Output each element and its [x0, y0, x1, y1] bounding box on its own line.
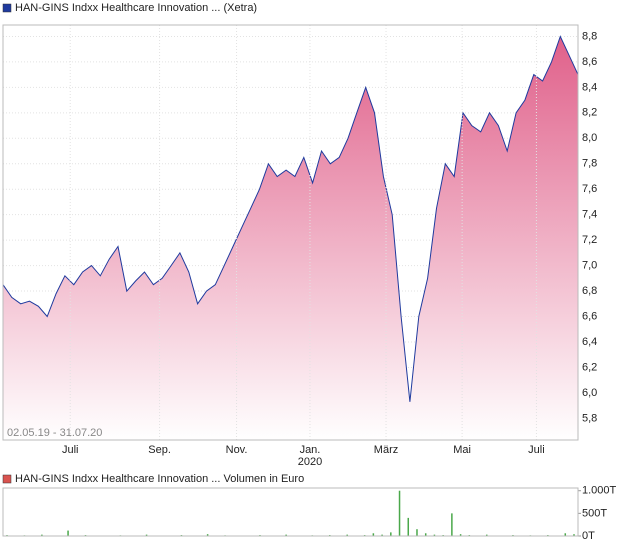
- volume-bar: [416, 529, 418, 536]
- x-tick-label: Mai: [453, 444, 471, 456]
- y-tick-label: 500T: [582, 507, 607, 519]
- area-fill: [3, 37, 578, 441]
- y-tick-label: 7,2: [582, 234, 597, 246]
- y-tick-label: 8,6: [582, 56, 597, 68]
- y-tick-label: 6,6: [582, 310, 597, 322]
- y-tick-label: 8,8: [582, 30, 597, 42]
- y-tick-label: 6,8: [582, 285, 597, 297]
- y-tick-label: 7,8: [582, 158, 597, 170]
- chart-title: HAN-GINS Indxx Healthcare Innovation ...…: [15, 2, 257, 14]
- x-tick-year: 2020: [298, 456, 322, 468]
- x-tick-label: Nov.: [226, 444, 248, 456]
- legend-swatch: [3, 475, 11, 483]
- volume-bar: [67, 531, 69, 536]
- volume-bar: [399, 491, 401, 536]
- legend-swatch: [3, 4, 11, 12]
- volume-bar: [390, 532, 392, 536]
- y-tick-label: 7,0: [582, 260, 597, 272]
- y-tick-label: 6,0: [582, 387, 597, 399]
- x-tick-label: März: [374, 444, 398, 456]
- y-tick-label: 6,2: [582, 361, 597, 373]
- y-tick-label: 8,2: [582, 107, 597, 119]
- y-tick-label: 7,4: [582, 209, 597, 221]
- chart-title: HAN-GINS Indxx Healthcare Innovation ...…: [15, 473, 304, 485]
- period-label: 02.05.19 - 31.07.20: [7, 427, 102, 439]
- x-tick-label: Sep.: [148, 444, 171, 456]
- y-tick-label: 6,4: [582, 336, 597, 348]
- y-tick-label: 1.000T: [582, 485, 617, 497]
- y-tick-label: 7,6: [582, 183, 597, 195]
- y-tick-label: 5,8: [582, 412, 597, 424]
- plot-border: [3, 488, 578, 536]
- volume-bar: [451, 513, 453, 536]
- volume-bar: [408, 518, 410, 536]
- y-tick-label: 0T: [582, 530, 595, 542]
- y-tick-label: 8,0: [582, 132, 597, 144]
- x-tick-label: Juli: [62, 444, 79, 456]
- y-tick-label: 8,4: [582, 81, 597, 93]
- x-tick-label: Juli: [528, 444, 545, 456]
- x-tick-label: Jan.: [300, 444, 321, 456]
